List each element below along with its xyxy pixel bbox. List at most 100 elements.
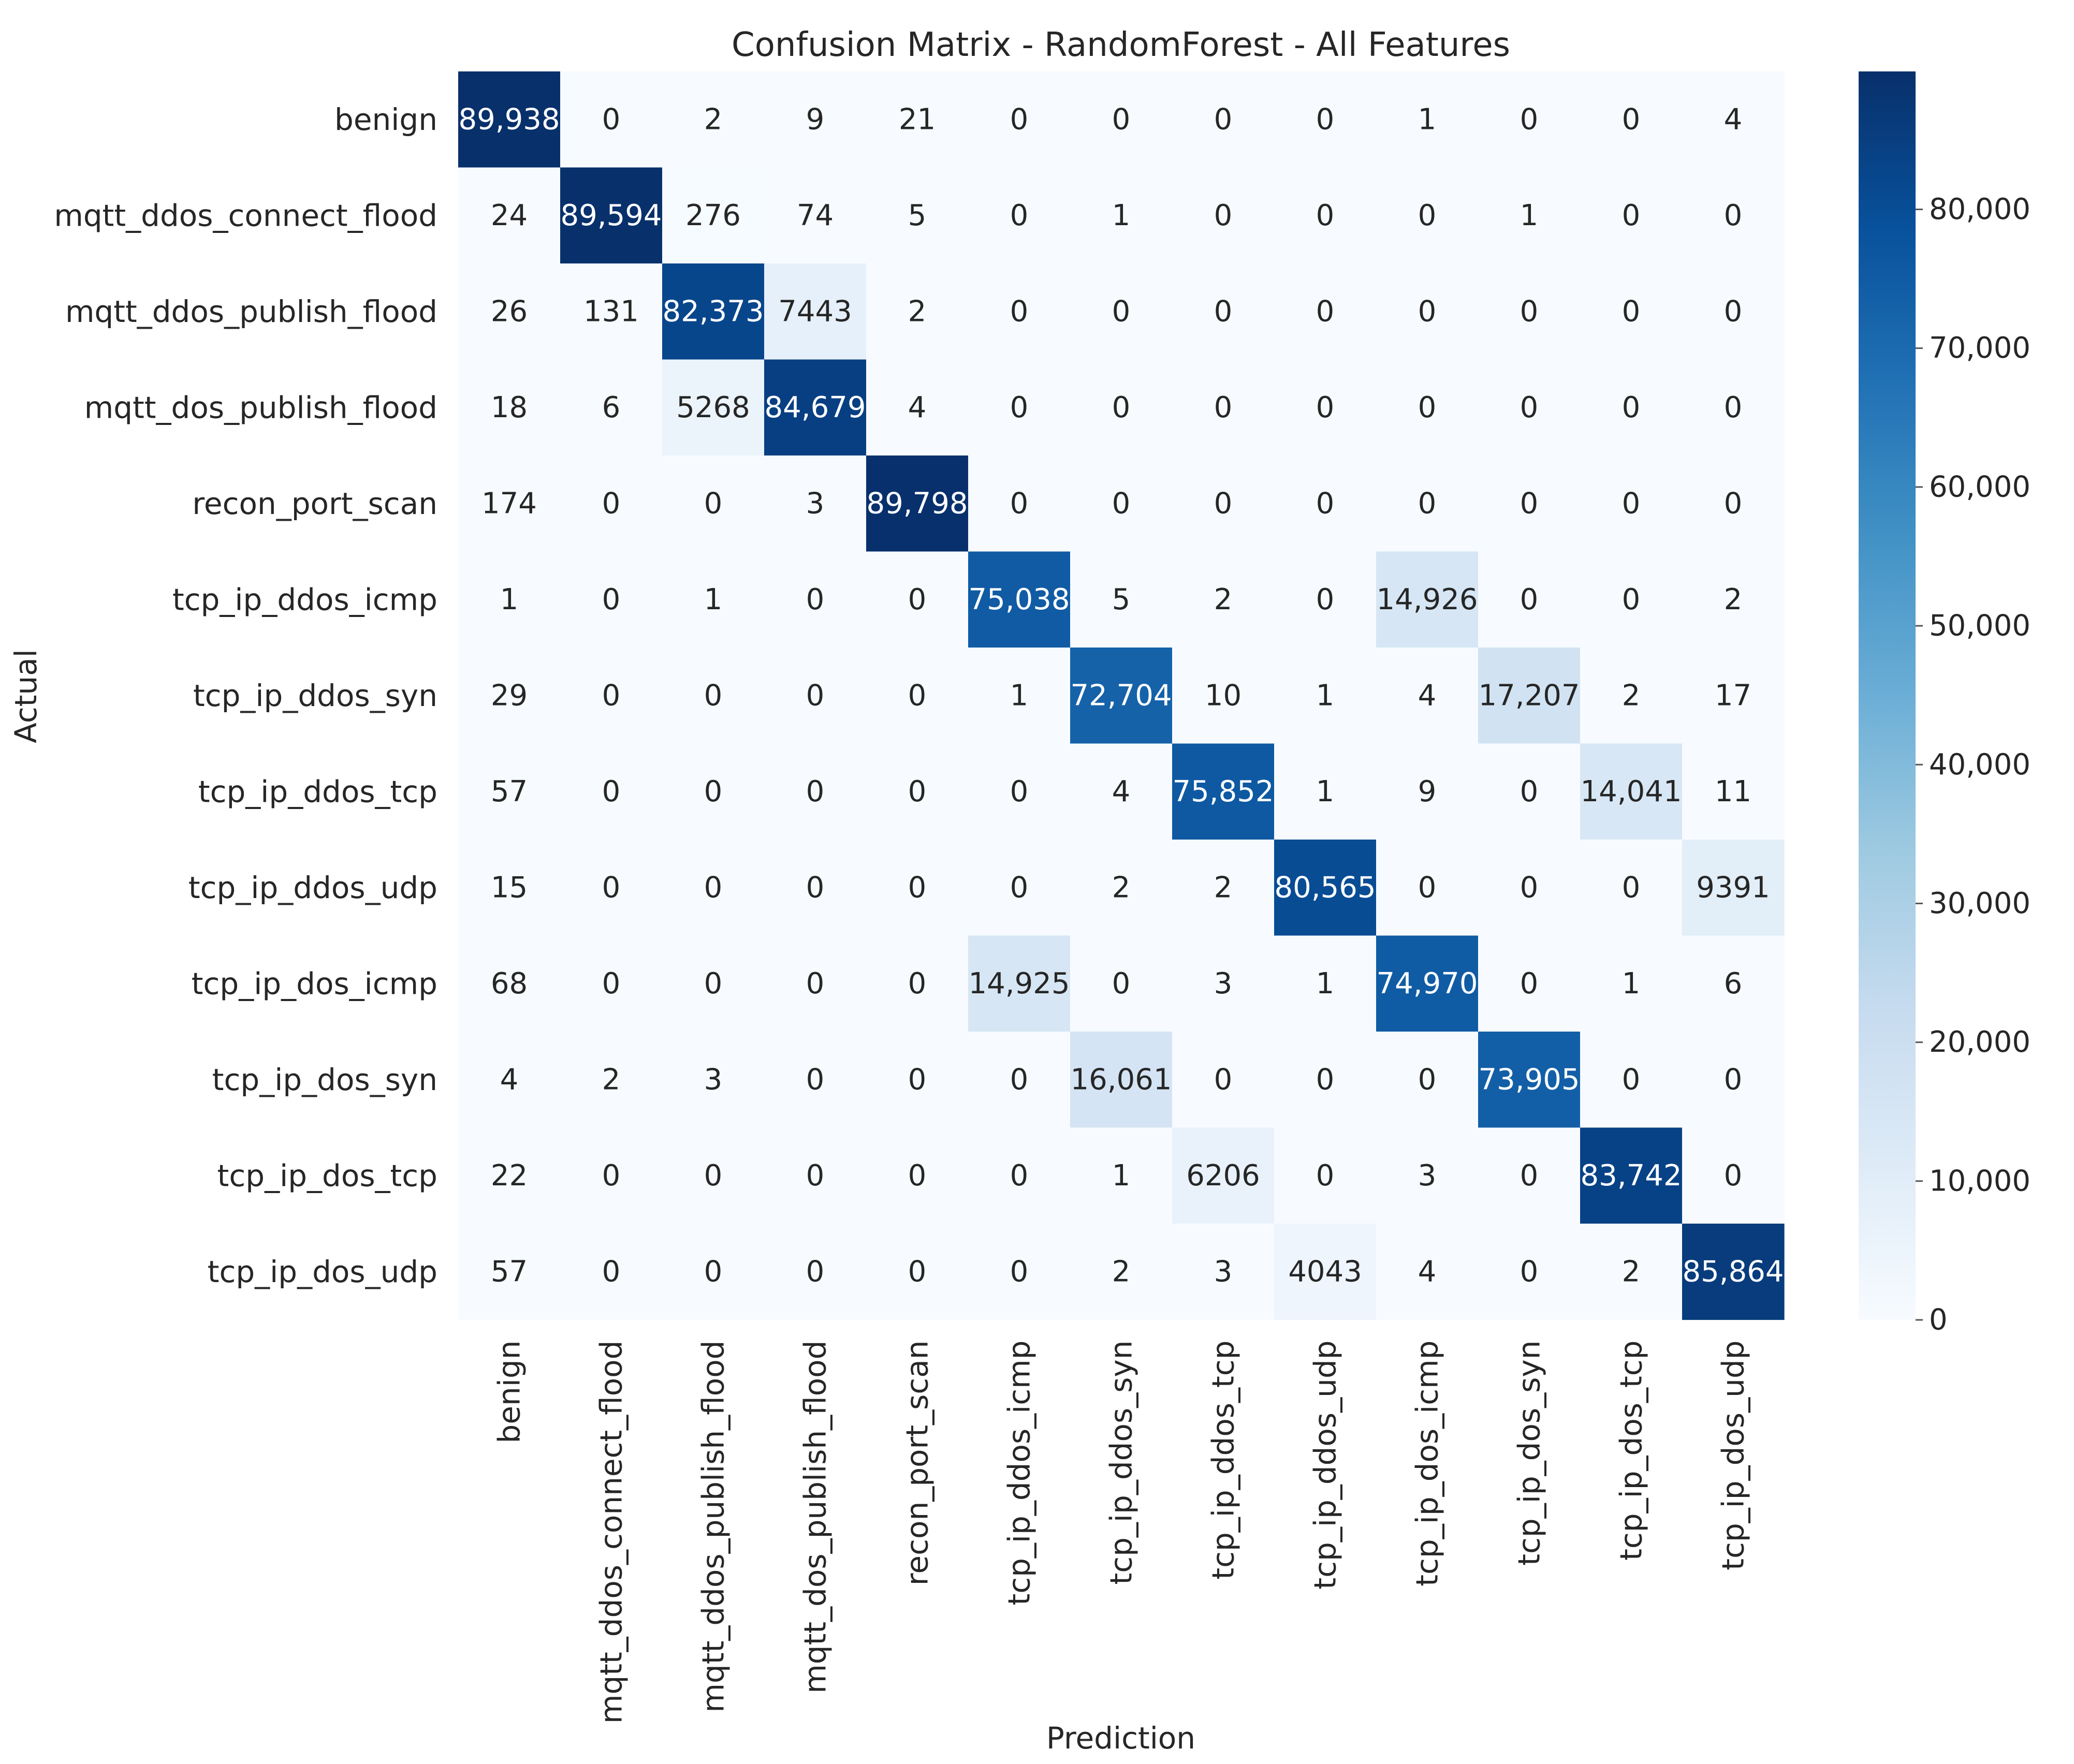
heatmap-cell: [560, 648, 663, 744]
heatmap-cell: [764, 359, 867, 456]
heatmap-cell: [560, 167, 663, 264]
colorbar-tick-label: 40,000: [1929, 748, 2031, 782]
heatmap-cell: [662, 359, 765, 456]
heatmap-cell: [1682, 551, 1785, 648]
cell-value-label: 4: [500, 1063, 519, 1096]
cell-value-label: 0: [1418, 391, 1437, 424]
cell-value-label: 0: [1316, 1159, 1335, 1193]
cell-value-label: 1: [1418, 102, 1437, 136]
cell-value-label: 89,798: [867, 487, 968, 520]
col-tick-label: tcp_ip_dos_syn: [1512, 1341, 1547, 1566]
heatmap-cell: [1682, 935, 1785, 1032]
cell-value-label: 1: [1316, 775, 1335, 808]
cell-value-label: 1: [1010, 679, 1029, 712]
heatmap-cell: [764, 743, 867, 840]
heatmap-cell: [1274, 1032, 1377, 1128]
cell-value-label: 0: [1214, 391, 1233, 424]
heatmap-cell: [764, 551, 867, 648]
cell-value-label: 1: [1316, 967, 1335, 1001]
colorbar-tick-label: 80,000: [1929, 193, 2031, 226]
cell-value-label: 22: [491, 1159, 528, 1193]
cell-value-label: 0: [602, 583, 621, 616]
heatmap-cell: [968, 743, 1071, 840]
heatmap-cell: [458, 551, 561, 648]
cell-value-label: 0: [806, 583, 825, 616]
heatmap-cell: [866, 1032, 969, 1128]
cell-value-label: 0: [1010, 1159, 1029, 1193]
cell-value-label: 4: [1724, 102, 1743, 136]
heatmap-cell: [560, 935, 663, 1032]
cell-value-label: 0: [908, 1159, 927, 1193]
heatmap-cell: [866, 263, 969, 360]
heatmap-cell: [1274, 551, 1377, 648]
heatmap-cell: [866, 1127, 969, 1224]
heatmap-cell: [1274, 1224, 1377, 1320]
cell-value-label: 0: [1418, 295, 1437, 328]
heatmap-cell: [1172, 71, 1275, 168]
cell-value-label: 0: [1724, 391, 1743, 424]
cell-value-label: 0: [1520, 391, 1539, 424]
cell-value-label: 1: [500, 583, 519, 616]
cell-value-label: 0: [1316, 199, 1335, 232]
cell-value-label: 0: [1112, 391, 1131, 424]
heatmap-cell: [866, 167, 969, 264]
heatmap-cell: [662, 551, 765, 648]
cell-value-label: 0: [1520, 775, 1539, 808]
cell-value-label: 0: [602, 775, 621, 808]
cell-value-label: 74,970: [1377, 967, 1478, 1001]
heatmap-cell: [1478, 935, 1581, 1032]
cell-value-label: 0: [602, 102, 621, 136]
heatmap-cell: [1580, 935, 1683, 1032]
row-tick-label: tcp_ip_dos_udp: [208, 1254, 437, 1289]
row-tick-label: tcp_ip_ddos_tcp: [198, 774, 437, 809]
heatmap-cell: [1580, 359, 1683, 456]
cell-value-label: 0: [704, 775, 723, 808]
cell-value-label: 0: [1520, 487, 1539, 520]
cell-value-label: 0: [1520, 295, 1539, 328]
cell-value-label: 0: [1316, 295, 1335, 328]
cell-value-label: 0: [1622, 391, 1641, 424]
heatmap-cell: [1274, 1127, 1377, 1224]
col-tick-labels: benign mqtt_ddos_connect_flood mqtt_ddos_p…: [492, 1341, 1751, 1724]
heatmap-cell: [1376, 935, 1479, 1032]
cell-value-label: 14,041: [1581, 775, 1682, 808]
heatmap-cell: [1376, 455, 1479, 552]
heatmap-cell: [866, 935, 969, 1032]
col-tick-label: mqtt_dos_publish_flood: [798, 1341, 833, 1694]
cell-value-label: 6206: [1186, 1159, 1260, 1193]
cell-value-label: 1: [1112, 1159, 1131, 1193]
cell-value-label: 5: [1112, 583, 1131, 616]
cell-value-label: 0: [806, 775, 825, 808]
cell-value-label: 0: [1520, 1159, 1539, 1193]
heatmap-cell: [1070, 263, 1173, 360]
cell-value-label: 4: [1112, 775, 1131, 808]
cell-value-label: 17,207: [1479, 679, 1580, 712]
heatmap-cell: [1274, 840, 1377, 936]
cell-value-label: 18: [491, 391, 528, 424]
heatmap-cell: [866, 840, 969, 936]
cell-value-label: 0: [1316, 487, 1335, 520]
cell-value-label: 0: [1316, 583, 1335, 616]
colorbar-tick-label: 20,000: [1929, 1025, 2031, 1059]
cell-value-label: 276: [685, 199, 741, 232]
cell-value-label: 0: [602, 1255, 621, 1288]
cell-value-label: 0: [908, 967, 927, 1001]
cell-value-label: 68: [491, 967, 528, 1001]
cell-value-label: 0: [1622, 102, 1641, 136]
row-tick-label: mqtt_dos_publish_flood: [84, 390, 437, 425]
cell-value-label: 0: [1724, 487, 1743, 520]
cell-value-label: 0: [602, 487, 621, 520]
cell-value-label: 57: [491, 1255, 528, 1288]
cell-value-label: 84,679: [765, 391, 866, 424]
heatmap-cell: [764, 935, 867, 1032]
cell-value-label: 0: [1316, 102, 1335, 136]
heatmap-cell: [1376, 840, 1479, 936]
heatmap-cell: [1172, 551, 1275, 648]
cell-value-label: 10: [1205, 679, 1242, 712]
heatmap-cell: [560, 551, 663, 648]
cell-value-label: 131: [583, 295, 639, 328]
cell-value-label: 4: [908, 391, 927, 424]
heatmap-cell: [866, 743, 969, 840]
cell-value-label: 0: [806, 1255, 825, 1288]
cell-value-label: 29: [491, 679, 528, 712]
